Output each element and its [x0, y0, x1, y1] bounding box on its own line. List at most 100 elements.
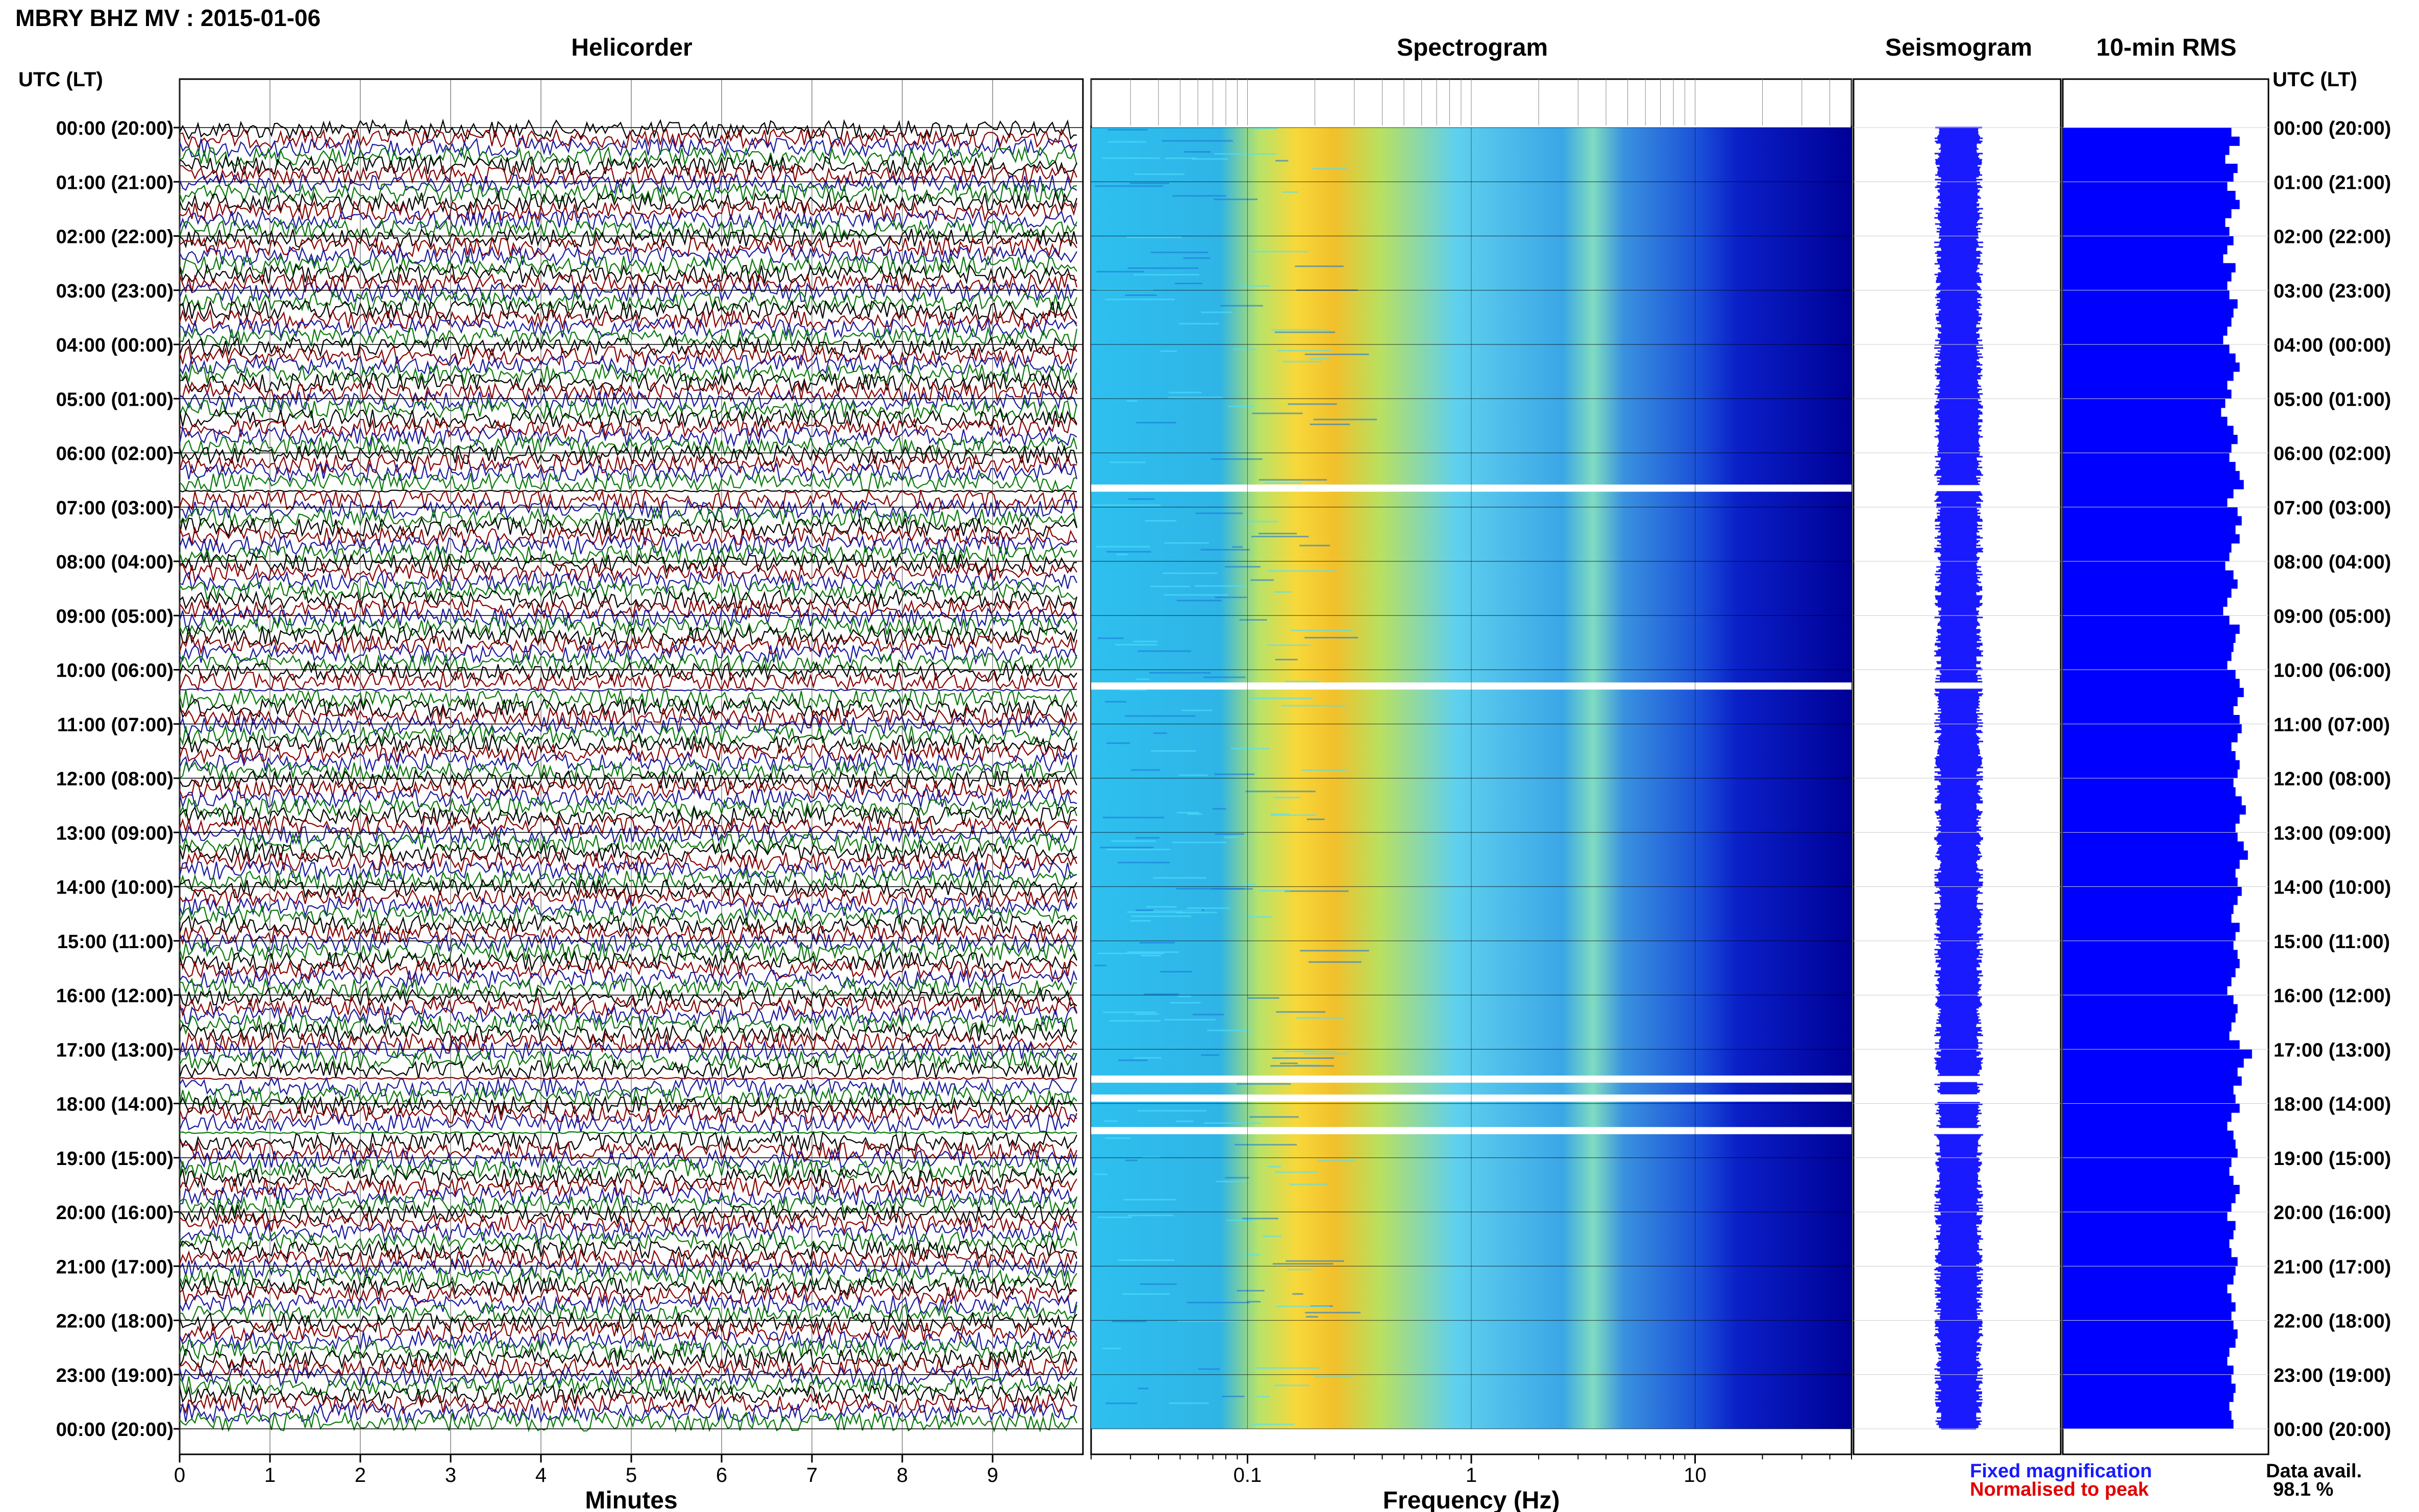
spectrogram-streak — [1239, 285, 1270, 287]
spectrogram-streak — [1268, 570, 1337, 572]
spectrogram-streak — [1137, 1110, 1206, 1112]
rms-bar — [2063, 787, 2236, 797]
hour-label-left: 06:00 (02:00) — [56, 443, 174, 465]
rms-bar — [2063, 615, 2230, 625]
spectrogram-streak — [1153, 732, 1168, 734]
helicorder-trace — [179, 642, 1078, 665]
spectrogram-streak — [1106, 551, 1151, 553]
helicorder-trace — [179, 904, 1077, 927]
helicorder-trace — [179, 1176, 1077, 1198]
spectrogram-streak — [1112, 1321, 1147, 1323]
spectrogram-streak — [1301, 769, 1347, 771]
spectrogram-streak — [1131, 915, 1191, 917]
hour-label-left: 18:00 (14:00) — [56, 1094, 174, 1116]
rms-bar — [2063, 335, 2224, 345]
helicorder-trace — [179, 1356, 1077, 1379]
helicorder-trace — [179, 733, 1078, 755]
spectrogram-streak — [1226, 1219, 1253, 1221]
spectrogram-streak — [1245, 916, 1272, 918]
spectrogram-streak — [1211, 458, 1263, 460]
rms-bar — [2063, 1176, 2234, 1185]
rms-bar — [2063, 190, 2236, 201]
spectrogram-streak — [1176, 888, 1244, 890]
rms-bar — [2063, 1167, 2230, 1176]
helicorder-trace — [179, 633, 1078, 656]
hour-label-right: 22:00 (18:00) — [2274, 1311, 2391, 1332]
rms-bar — [2063, 453, 2230, 462]
helicorder-trace — [179, 760, 1078, 783]
helicorder-trace — [179, 191, 1078, 213]
rms-bar — [2063, 1338, 2236, 1348]
rms-bar — [2063, 462, 2236, 472]
rms-bar — [2063, 1094, 2236, 1104]
rms-bar — [2063, 959, 2240, 969]
spectrogram-streak — [1126, 236, 1182, 238]
rms-bar — [2063, 1076, 2242, 1086]
spectrogram-streak — [1108, 1020, 1161, 1022]
spectrogram-streak — [1309, 961, 1362, 963]
hour-label-left: 09:00 (05:00) — [56, 606, 174, 627]
hour-label-left: 20:00 (16:00) — [56, 1202, 174, 1224]
rms-bar — [2063, 733, 2238, 742]
rms-bar — [2063, 1130, 2234, 1140]
rms-bar — [2063, 525, 2236, 535]
rms-bar — [2063, 399, 2226, 408]
spectrogram-streak — [1225, 1177, 1249, 1179]
spectrogram-streak — [1163, 572, 1218, 574]
spectrogram-streak — [1225, 566, 1261, 568]
spectrogram-streak — [1200, 549, 1250, 551]
rms-bar — [2063, 182, 2228, 191]
spectrogram-streak — [1280, 1062, 1298, 1064]
helicorder-trace — [179, 941, 1078, 963]
helicorder-trace — [179, 1275, 1077, 1297]
helicorder-trace — [179, 1103, 1078, 1125]
helicorder-trace — [179, 1221, 1078, 1243]
hour-label-left: 05:00 (01:00) — [56, 389, 174, 410]
legend-fixed-magnification: Fixed magnification — [1970, 1460, 2152, 1482]
spectrogram-streak — [1194, 585, 1246, 587]
hour-label-right: 15:00 (11:00) — [2274, 931, 2390, 953]
spectrogram-streak — [1130, 920, 1151, 922]
minute-tick-label: 8 — [897, 1464, 908, 1486]
spectrogram-streak — [1192, 158, 1228, 160]
helicorder-trace — [179, 824, 1078, 846]
spectrogram-streak — [1249, 1116, 1299, 1118]
spectrogram-streak — [1146, 906, 1177, 908]
spectrogram-streak — [1292, 1293, 1303, 1295]
rms-bar — [2063, 805, 2246, 815]
data-availability-label: Data avail. — [2266, 1460, 2362, 1482]
rms-bar — [2063, 245, 2228, 255]
hour-label-right: 02:00 (22:00) — [2274, 227, 2391, 248]
spectrogram-streak — [1187, 907, 1230, 909]
minute-tick-label: 1 — [264, 1464, 276, 1486]
spectrogram-streak — [1127, 1214, 1174, 1217]
spectrogram-streak — [1258, 479, 1327, 481]
rms-bar — [2063, 823, 2236, 833]
hour-label-left: 12:00 (08:00) — [56, 769, 174, 790]
spectrogram-streak — [1176, 600, 1222, 602]
spectrogram-streak — [1136, 678, 1150, 680]
spectrogram-streak — [1239, 619, 1267, 621]
spectrogram-streak — [1243, 520, 1278, 523]
rms-bar — [2063, 1374, 2232, 1384]
spectrogram-streak — [1273, 797, 1300, 799]
spectrogram-streak — [1133, 1057, 1162, 1059]
spectrogram-streak — [1214, 773, 1255, 775]
helicorder-trace — [179, 399, 1078, 420]
spectrogram-streak — [1276, 1011, 1326, 1013]
rms-bar — [2063, 814, 2240, 824]
helicorder-trace — [179, 797, 1078, 819]
spectrogram-streak — [1228, 406, 1254, 408]
rms-bar — [2063, 687, 2244, 698]
rms-bar — [2063, 706, 2234, 715]
spectrogram-streak — [1265, 482, 1302, 484]
spectrogram-streak — [1296, 1017, 1343, 1019]
rms-bar — [2063, 742, 2232, 752]
spectrogram-streak — [1107, 141, 1147, 143]
rms-bar — [2063, 850, 2248, 860]
spectrogram-streak — [1300, 950, 1369, 952]
rms-bar — [2063, 407, 2221, 417]
hour-label-left: 23:00 (19:00) — [56, 1365, 174, 1386]
helicorder-trace — [179, 859, 1077, 882]
hour-label-right: 10:00 (06:00) — [2274, 660, 2391, 682]
